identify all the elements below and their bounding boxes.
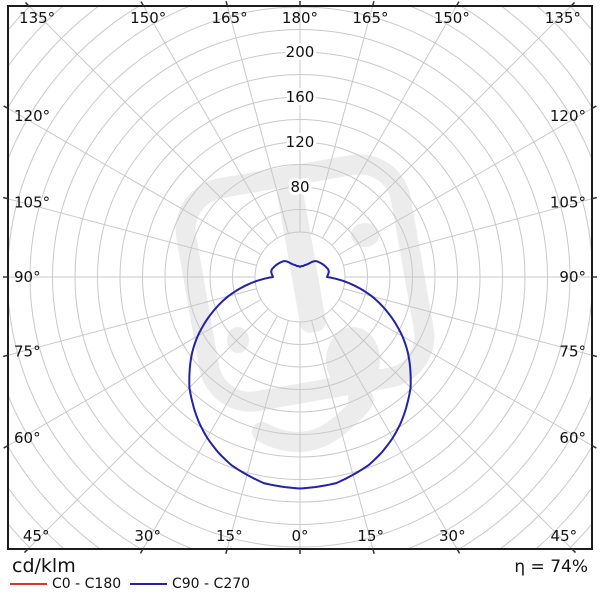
angle-label: 105°: [14, 193, 50, 211]
angle-label: 75°: [14, 343, 41, 361]
grid-spoke: [343, 288, 592, 356]
angle-label: 120°: [14, 107, 50, 125]
angle-label: 45°: [23, 527, 50, 545]
angle-label: 150°: [434, 9, 470, 27]
angle-label: 75°: [559, 343, 586, 361]
radial-value-label: 200: [286, 43, 315, 61]
grid-spoke: [8, 299, 262, 447]
axis-labels: 0° 15° 15° 30° 30° 45° 45° 60° 60° 75° 75° 90° 90° 10…: [14, 9, 586, 545]
legend-c0-swatch: [10, 583, 47, 585]
unit-label: cd/klm: [12, 555, 76, 577]
angle-label: 30°: [439, 527, 466, 545]
border-ticks: [2, 0, 598, 555]
grid-spoke: [331, 308, 573, 549]
border-tick: [456, 548, 461, 554]
border-tick: [3, 444, 9, 449]
radial-value-label: 80: [290, 178, 309, 196]
grid-spoke: [28, 6, 269, 246]
border-tick: [570, 1, 576, 7]
angle-label: 105°: [550, 193, 586, 211]
border-tick: [591, 196, 598, 200]
grid-spoke: [338, 107, 592, 255]
border-tick: [140, 1, 145, 7]
angle-label: 30°: [134, 527, 161, 545]
grid-spoke: [311, 320, 374, 549]
border-tick: [24, 1, 30, 7]
intensity-curves: [188, 260, 412, 490]
angle-label: 0°: [291, 527, 308, 545]
radial-value-label: 120: [286, 133, 315, 151]
efficiency-label: η = 74%: [514, 557, 588, 577]
border-tick: [139, 548, 144, 554]
angle-label: 90°: [14, 268, 41, 286]
border-tick: [23, 548, 29, 554]
grid-spoke: [142, 315, 278, 549]
angle-label: 90°: [559, 268, 586, 286]
border-tick: [591, 354, 598, 358]
angle-label: 45°: [551, 527, 578, 545]
watermark-logo-icon: [175, 154, 435, 452]
angle-label: 60°: [559, 429, 586, 447]
border-tick: [2, 354, 9, 358]
angle-label: 135°: [19, 9, 55, 27]
grid-spoke: [338, 299, 592, 447]
radial-value-label: 160: [286, 88, 315, 106]
angle-label: 120°: [550, 107, 586, 125]
border-tick: [3, 105, 9, 110]
grid-spoke: [322, 315, 458, 549]
angle-label: 135°: [545, 9, 581, 27]
border-tick: [571, 548, 577, 554]
angle-label: 180°: [282, 9, 318, 27]
border-tick: [591, 444, 597, 449]
grid-spoke: [322, 6, 458, 239]
border-tick: [591, 105, 597, 110]
grid-spoke: [142, 6, 278, 239]
border-tick: [372, 548, 375, 555]
border-tick: [2, 196, 9, 200]
grid-spoke: [226, 320, 289, 549]
grid-spoke: [8, 107, 262, 255]
angle-label: 15°: [357, 527, 384, 545]
grid-spoke: [226, 6, 289, 234]
border-tick: [225, 548, 228, 555]
border-tick: [371, 0, 375, 7]
grid-spoke: [343, 198, 592, 266]
grid-spoke: [27, 308, 269, 549]
angle-label: 15°: [216, 527, 243, 545]
legend-c0-label: C0 - C180: [52, 576, 122, 592]
grid-spoke: [8, 198, 257, 266]
grid-spoke: [331, 6, 572, 246]
angle-label: 165°: [211, 9, 247, 27]
border-tick: [225, 0, 229, 7]
legend-c90-swatch: [130, 583, 167, 585]
border-tick: [455, 1, 460, 7]
angle-label: 165°: [352, 9, 388, 27]
legend-c90-label: C90 - C270: [172, 576, 251, 592]
grid-spoke: [8, 288, 257, 356]
angle-label: 60°: [14, 429, 41, 447]
angle-label: 150°: [130, 9, 166, 27]
grid-spoke: [311, 6, 374, 234]
curve-c90-c270: [188, 260, 412, 490]
